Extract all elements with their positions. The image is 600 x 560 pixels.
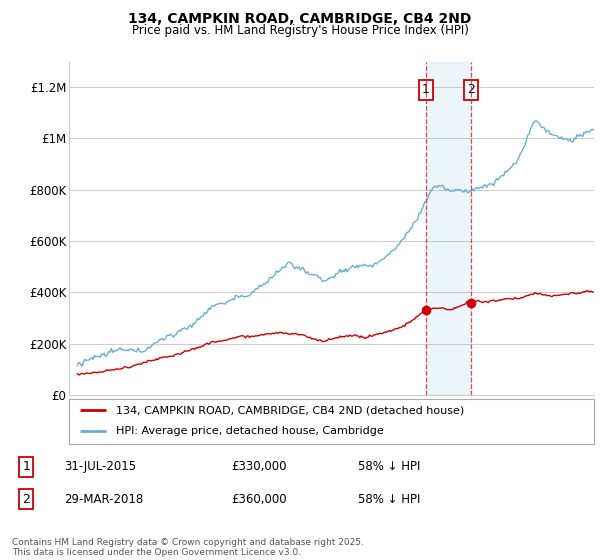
Text: £330,000: £330,000	[231, 460, 286, 473]
Text: 58% ↓ HPI: 58% ↓ HPI	[358, 460, 420, 473]
Text: 134, CAMPKIN ROAD, CAMBRIDGE, CB4 2ND (detached house): 134, CAMPKIN ROAD, CAMBRIDGE, CB4 2ND (d…	[116, 405, 464, 416]
Text: 134, CAMPKIN ROAD, CAMBRIDGE, CB4 2ND: 134, CAMPKIN ROAD, CAMBRIDGE, CB4 2ND	[128, 12, 472, 26]
Text: £360,000: £360,000	[231, 493, 287, 506]
Bar	[426, 62, 471, 395]
Text: 29-MAR-2018: 29-MAR-2018	[64, 493, 143, 506]
Text: 31-JUL-2015: 31-JUL-2015	[64, 460, 136, 473]
Text: 1: 1	[422, 83, 430, 96]
Text: HPI: Average price, detached house, Cambridge: HPI: Average price, detached house, Camb…	[116, 426, 384, 436]
Text: 1: 1	[22, 460, 31, 473]
Text: 2: 2	[467, 83, 475, 96]
Text: Contains HM Land Registry data © Crown copyright and database right 2025.
This d: Contains HM Land Registry data © Crown c…	[12, 538, 364, 557]
Text: 58% ↓ HPI: 58% ↓ HPI	[358, 493, 420, 506]
Text: Price paid vs. HM Land Registry's House Price Index (HPI): Price paid vs. HM Land Registry's House …	[131, 24, 469, 37]
Text: 2: 2	[22, 493, 31, 506]
